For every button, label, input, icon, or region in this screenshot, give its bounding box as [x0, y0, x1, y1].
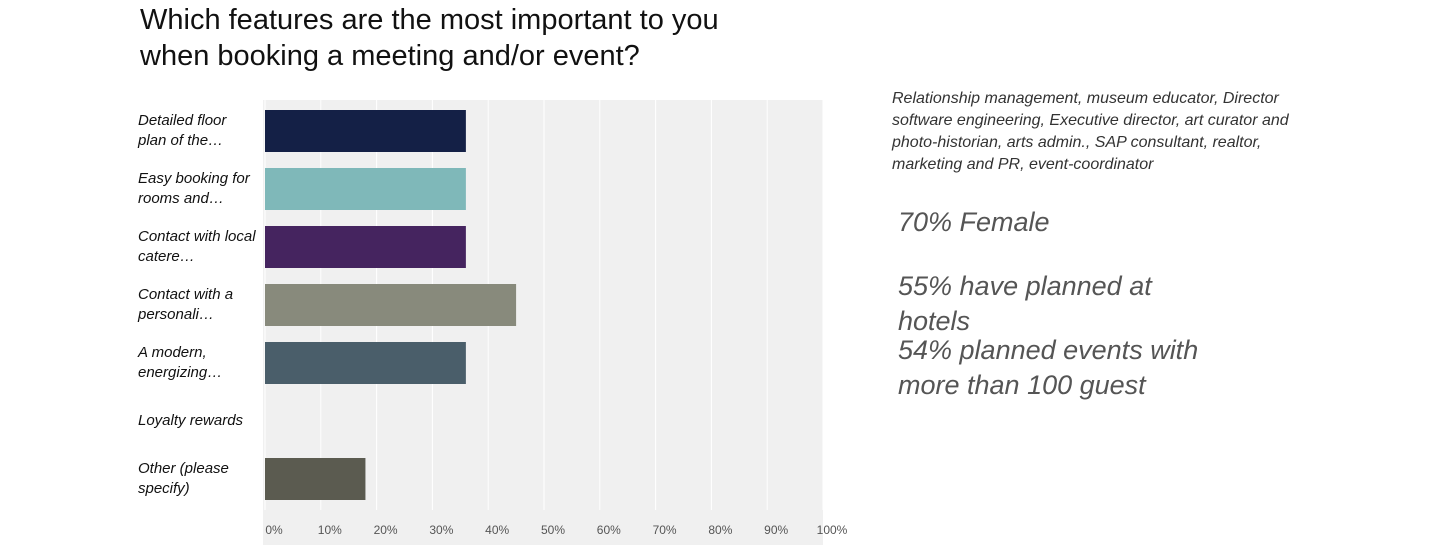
y-tick-label: Other (please specify): [138, 460, 229, 497]
y-tick-label: Loyalty rewards: [138, 412, 244, 429]
bar: [265, 458, 366, 500]
x-tick-label: 20%: [373, 523, 398, 537]
x-tick-label: 50%: [540, 523, 566, 537]
y-tick-label: A modern, energizing…: [138, 344, 223, 381]
y-tick-label: Contact with a personali…: [138, 286, 234, 323]
x-tick-label: 40%: [485, 523, 510, 537]
x-tick-label: 10%: [317, 523, 342, 537]
stat: 54% planned events with more than 100 gu…: [898, 335, 1199, 400]
stat: 70% Female: [898, 207, 1050, 237]
x-tick-label: 30%: [429, 523, 454, 537]
x-tick-label: 70%: [652, 523, 677, 537]
bar: [265, 110, 466, 152]
y-tick-label: Detailed floor plan of the…: [138, 112, 227, 149]
x-tick-label: 80%: [708, 523, 733, 537]
stat: 55% have planned at hotels: [898, 271, 1152, 336]
bar: [265, 284, 517, 326]
x-tick-label: 0%: [265, 523, 283, 537]
bar: [265, 168, 466, 210]
bar: [265, 342, 466, 384]
y-tick-label: Contact with local catere…: [138, 228, 256, 265]
notes: Relationship management, museum educator…: [892, 90, 1289, 173]
chart-title: Which features are the most important to…: [140, 4, 719, 72]
x-tick-label: 100%: [816, 523, 848, 537]
x-tick-label: 60%: [596, 523, 621, 537]
bar: [265, 226, 466, 268]
y-tick-label: Easy booking for rooms and…: [138, 170, 250, 207]
x-tick-label: 90%: [764, 523, 789, 537]
